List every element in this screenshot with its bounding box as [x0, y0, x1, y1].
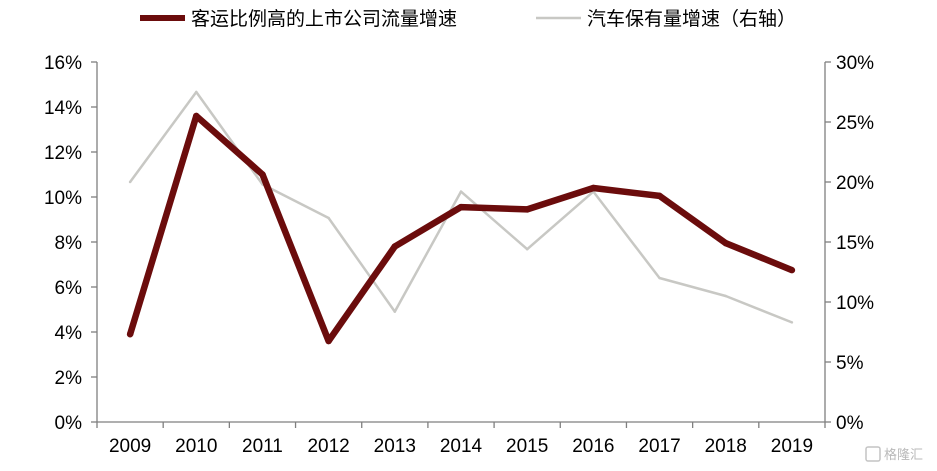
data-point-series-1: [590, 184, 597, 192]
series-layer: [126, 90, 796, 345]
watermark: 格隆汇: [865, 446, 923, 463]
x-tick-label: 2010: [175, 436, 217, 457]
data-point-series-2: [327, 216, 330, 220]
y-right-tick-label: 20%: [836, 173, 874, 194]
data-point-series-2: [525, 247, 529, 251]
y-right-tick-label: 5%: [836, 353, 864, 374]
x-tick-label: 2014: [440, 436, 483, 457]
x-tick-label: 2009: [109, 436, 151, 457]
legend-label-series-2: 汽车保有量增速（右轴）: [587, 8, 796, 30]
data-point-series-1: [656, 192, 663, 200]
data-point-series-1: [523, 206, 531, 213]
y-left-tick-label: 8%: [55, 233, 83, 254]
y-left-tick-label: 14%: [44, 98, 82, 119]
data-point-series-1: [126, 331, 134, 338]
x-tick-label: 2012: [307, 436, 349, 457]
x-tick-label: 2015: [506, 436, 548, 457]
y-right-tick-label: 25%: [836, 113, 874, 134]
y-left-tick-label: 4%: [55, 323, 83, 344]
legend-label-series-1: 客运比例高的上市公司流量增速: [191, 8, 457, 30]
data-point-series-2: [459, 190, 463, 193]
legend: 客运比例高的上市公司流量增速 汽车保有量增速（右轴）: [140, 8, 796, 30]
data-point-series-1: [193, 112, 200, 120]
data-point-series-2: [790, 321, 794, 324]
data-point-series-1: [788, 266, 796, 274]
data-point-series-2: [128, 180, 132, 184]
y-right-tick-label: 10%: [836, 293, 874, 314]
x-tick-label: 2016: [572, 436, 614, 457]
y-right-tick-label: 15%: [836, 233, 874, 254]
y-right-tick-label: 0%: [836, 413, 864, 434]
data-point-series-2: [658, 276, 661, 280]
data-point-series-1: [391, 243, 399, 250]
x-tick-label: 2019: [771, 436, 813, 457]
watermark-logo-icon: [865, 446, 881, 462]
y-left-tick-label: 16%: [44, 53, 82, 74]
x-tick-label: 2011: [242, 436, 283, 457]
data-point-series-1: [457, 203, 465, 211]
data-point-series-2: [393, 310, 397, 313]
y-right-tick-label: 30%: [836, 53, 874, 74]
x-tick-label: 2018: [705, 436, 747, 457]
y-left-tick-label: 12%: [44, 143, 82, 164]
y-left-tick-label: 10%: [44, 188, 82, 209]
data-point-series-1: [325, 337, 332, 345]
data-point-series-2: [724, 294, 727, 298]
data-point-series-1: [259, 171, 266, 178]
y-left-tick-label: 6%: [55, 278, 83, 299]
x-tick-label: 2017: [638, 436, 680, 457]
watermark-text: 格隆汇: [884, 447, 923, 463]
y-left-tick-label: 0%: [55, 413, 83, 434]
axes: 0% 2% 4% 6% 8% 10% 12% 14% 16% 0% 5% 10% 15% 20% 25% 30…: [44, 53, 874, 457]
data-point-series-2: [195, 90, 198, 94]
x-tick-label: 2013: [374, 436, 416, 457]
data-point-series-1: [722, 239, 729, 247]
y-left-tick-label: 2%: [55, 368, 83, 389]
series-line-1: [126, 112, 794, 345]
